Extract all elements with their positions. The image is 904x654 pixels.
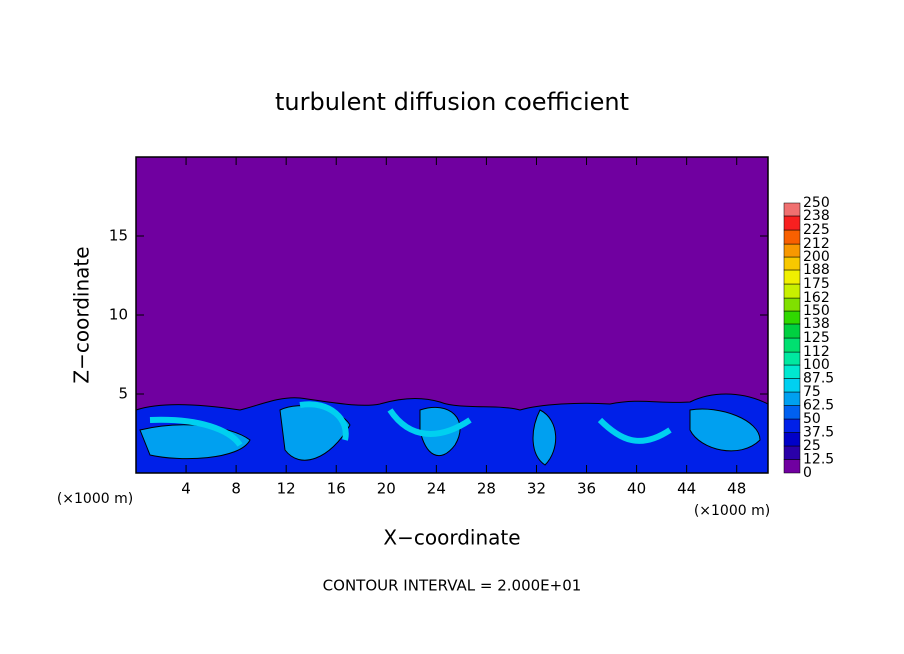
colorbar-cell — [783, 229, 801, 245]
colorbar-label: 150 — [803, 303, 830, 319]
colorbar-cell — [783, 432, 801, 447]
colorbar-cell — [783, 459, 801, 474]
colorbar-cell — [783, 202, 801, 217]
colorbar-cell — [783, 405, 801, 420]
colorbar-cell — [783, 364, 801, 379]
colorbar-label: 0 — [803, 465, 812, 481]
x-unit-label: (×1000 m) — [57, 491, 133, 507]
colorbar-cell — [783, 243, 801, 258]
colorbar-label: 25 — [803, 438, 821, 454]
field-blob — [149, 401, 672, 447]
colorbar-label: 100 — [803, 357, 830, 373]
colorbar-cell — [783, 418, 801, 433]
chart-title: turbulent diffusion coefficient — [275, 88, 629, 116]
x-tick-label: 36 — [577, 480, 596, 498]
colorbar-label: 75 — [803, 384, 821, 400]
colorbar-label: 175 — [803, 276, 830, 292]
colorbar-label: 87.5 — [803, 371, 834, 387]
colorbar-label: 62.5 — [803, 398, 834, 414]
colorbar-label: 12.5 — [803, 452, 834, 468]
y-tick-label: 15 — [109, 227, 128, 245]
colorbar-label: 188 — [803, 262, 830, 278]
colorbar-cell — [783, 310, 801, 325]
colorbar-cell — [783, 351, 801, 366]
x-tick-label: 4 — [181, 480, 191, 498]
y-tick-label: 10 — [109, 306, 128, 324]
colorbar-label: 250 — [803, 195, 830, 211]
x-tick-label: 48 — [727, 480, 746, 498]
x-tick-label: 8 — [231, 480, 241, 498]
x-unit-label: (×1000 m) — [694, 503, 770, 519]
y-axis-label: Z−coordinate — [70, 246, 94, 383]
x-tick-label: 16 — [327, 480, 346, 498]
colorbar-cell — [783, 323, 801, 339]
colorbar-cell — [783, 215, 801, 231]
colorbar-label: 200 — [803, 249, 830, 265]
colorbar-cell — [783, 283, 801, 299]
colorbar-cell — [783, 378, 801, 393]
colorbar-cell — [783, 391, 801, 406]
x-tick-label: 12 — [277, 480, 296, 498]
colorbar-label: 112 — [803, 344, 830, 360]
colorbar-label: 238 — [803, 208, 830, 224]
x-tick-label: 24 — [427, 480, 446, 498]
x-tick-label: 44 — [677, 480, 696, 498]
colorbar-label: 125 — [803, 330, 830, 346]
colorbar-label: 162 — [803, 290, 830, 306]
x-tick-label: 32 — [527, 480, 546, 498]
colorbar-cell — [783, 256, 801, 271]
x-tick-label: 20 — [377, 480, 396, 498]
colorbar-cell — [783, 269, 801, 285]
colorbar-label: 212 — [803, 236, 830, 252]
colorbar-label: 225 — [803, 222, 830, 238]
x-axis-label: X−coordinate — [383, 526, 520, 550]
colorbar-label: 37.5 — [803, 425, 834, 441]
colorbar-cell — [783, 297, 801, 312]
x-tick-label: 28 — [477, 480, 496, 498]
field-blob — [139, 405, 761, 466]
x-tick-label: 40 — [627, 480, 646, 498]
annotation: CONTOUR INTERVAL = 2.000E+01 — [323, 577, 582, 595]
field — [135, 393, 769, 474]
colorbar-cell — [783, 445, 801, 460]
colorbar-label: 50 — [803, 411, 821, 427]
colorbar-cell — [783, 337, 801, 353]
y-tick-label: 5 — [118, 385, 128, 403]
colorbar-label: 138 — [803, 316, 830, 332]
